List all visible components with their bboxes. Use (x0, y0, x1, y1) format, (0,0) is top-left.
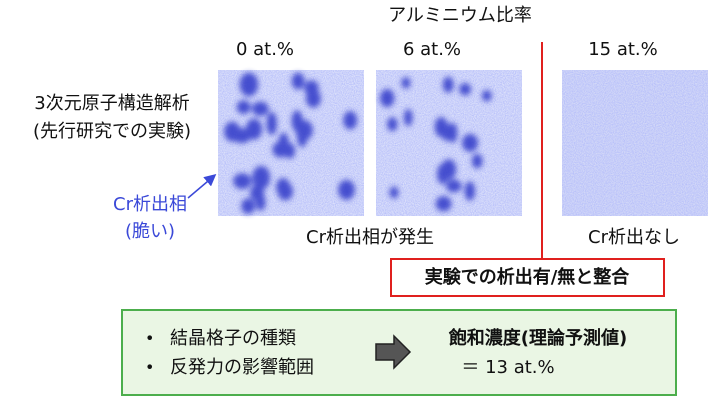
precipitate (277, 182, 293, 201)
header: アルミニウム比率 (388, 5, 532, 26)
precipitate (239, 72, 259, 97)
bullet: 反発力の影響範囲 (170, 357, 314, 378)
phase-label: Cr析出相 (113, 194, 187, 215)
precipitate (305, 89, 321, 108)
result-value: ＝ 13 at.% (461, 357, 554, 378)
panel-label: 15 at.% (588, 39, 658, 60)
precipitate (389, 186, 399, 199)
caption: Cr析出相が発生 (306, 227, 434, 248)
precipitate (435, 196, 452, 212)
precipitate (266, 111, 277, 136)
precipitate (459, 83, 472, 96)
precipitate (387, 117, 398, 132)
precipitate (255, 193, 266, 211)
precipitate (251, 101, 269, 116)
left-label: (先行研究での実験) (33, 121, 191, 142)
panel-label: 0 at.% (236, 39, 294, 60)
precipitate (343, 111, 358, 130)
bullet-mark: • (145, 358, 154, 377)
micrographs (218, 70, 708, 216)
result-arrow (375, 334, 412, 370)
precipitate (233, 173, 252, 189)
result-title: 飽和濃度(理論予測値) (448, 327, 627, 349)
precipitate (462, 133, 479, 152)
pointer-arrow (187, 174, 217, 199)
precipitate (447, 122, 458, 143)
precipitate (481, 90, 492, 102)
precipitate (291, 72, 305, 90)
precipitate (434, 116, 448, 138)
precipitate (403, 108, 413, 127)
precipitate (296, 123, 308, 148)
agreement-text: 実験での析出有/無と整合 (425, 266, 631, 288)
micrograph-noise (562, 70, 708, 216)
bullet-mark: • (145, 329, 154, 348)
agreement-box (390, 258, 665, 297)
left-label: 3次元原子構造解析 (34, 93, 189, 114)
precipitate (401, 77, 411, 89)
micrograph-noise (376, 70, 522, 216)
precipitate (224, 121, 241, 142)
phase-label: (脆い) (125, 221, 175, 242)
precipitate (236, 100, 251, 115)
precipitate (241, 198, 256, 214)
precipitate (245, 118, 263, 140)
precipitate (338, 179, 355, 200)
precipitates (224, 72, 492, 214)
precipitate (272, 141, 289, 158)
precipitate (471, 153, 483, 169)
caption: Cr析出なし (588, 227, 680, 248)
precipitate (380, 89, 395, 108)
precipitate (441, 159, 457, 180)
panel-label: 6 at.% (403, 39, 461, 60)
precipitate (464, 181, 476, 201)
precipitate (252, 165, 271, 190)
precipitate (442, 76, 454, 93)
precipitate (446, 179, 462, 193)
bullet: 結晶格子の種類 (170, 328, 296, 349)
